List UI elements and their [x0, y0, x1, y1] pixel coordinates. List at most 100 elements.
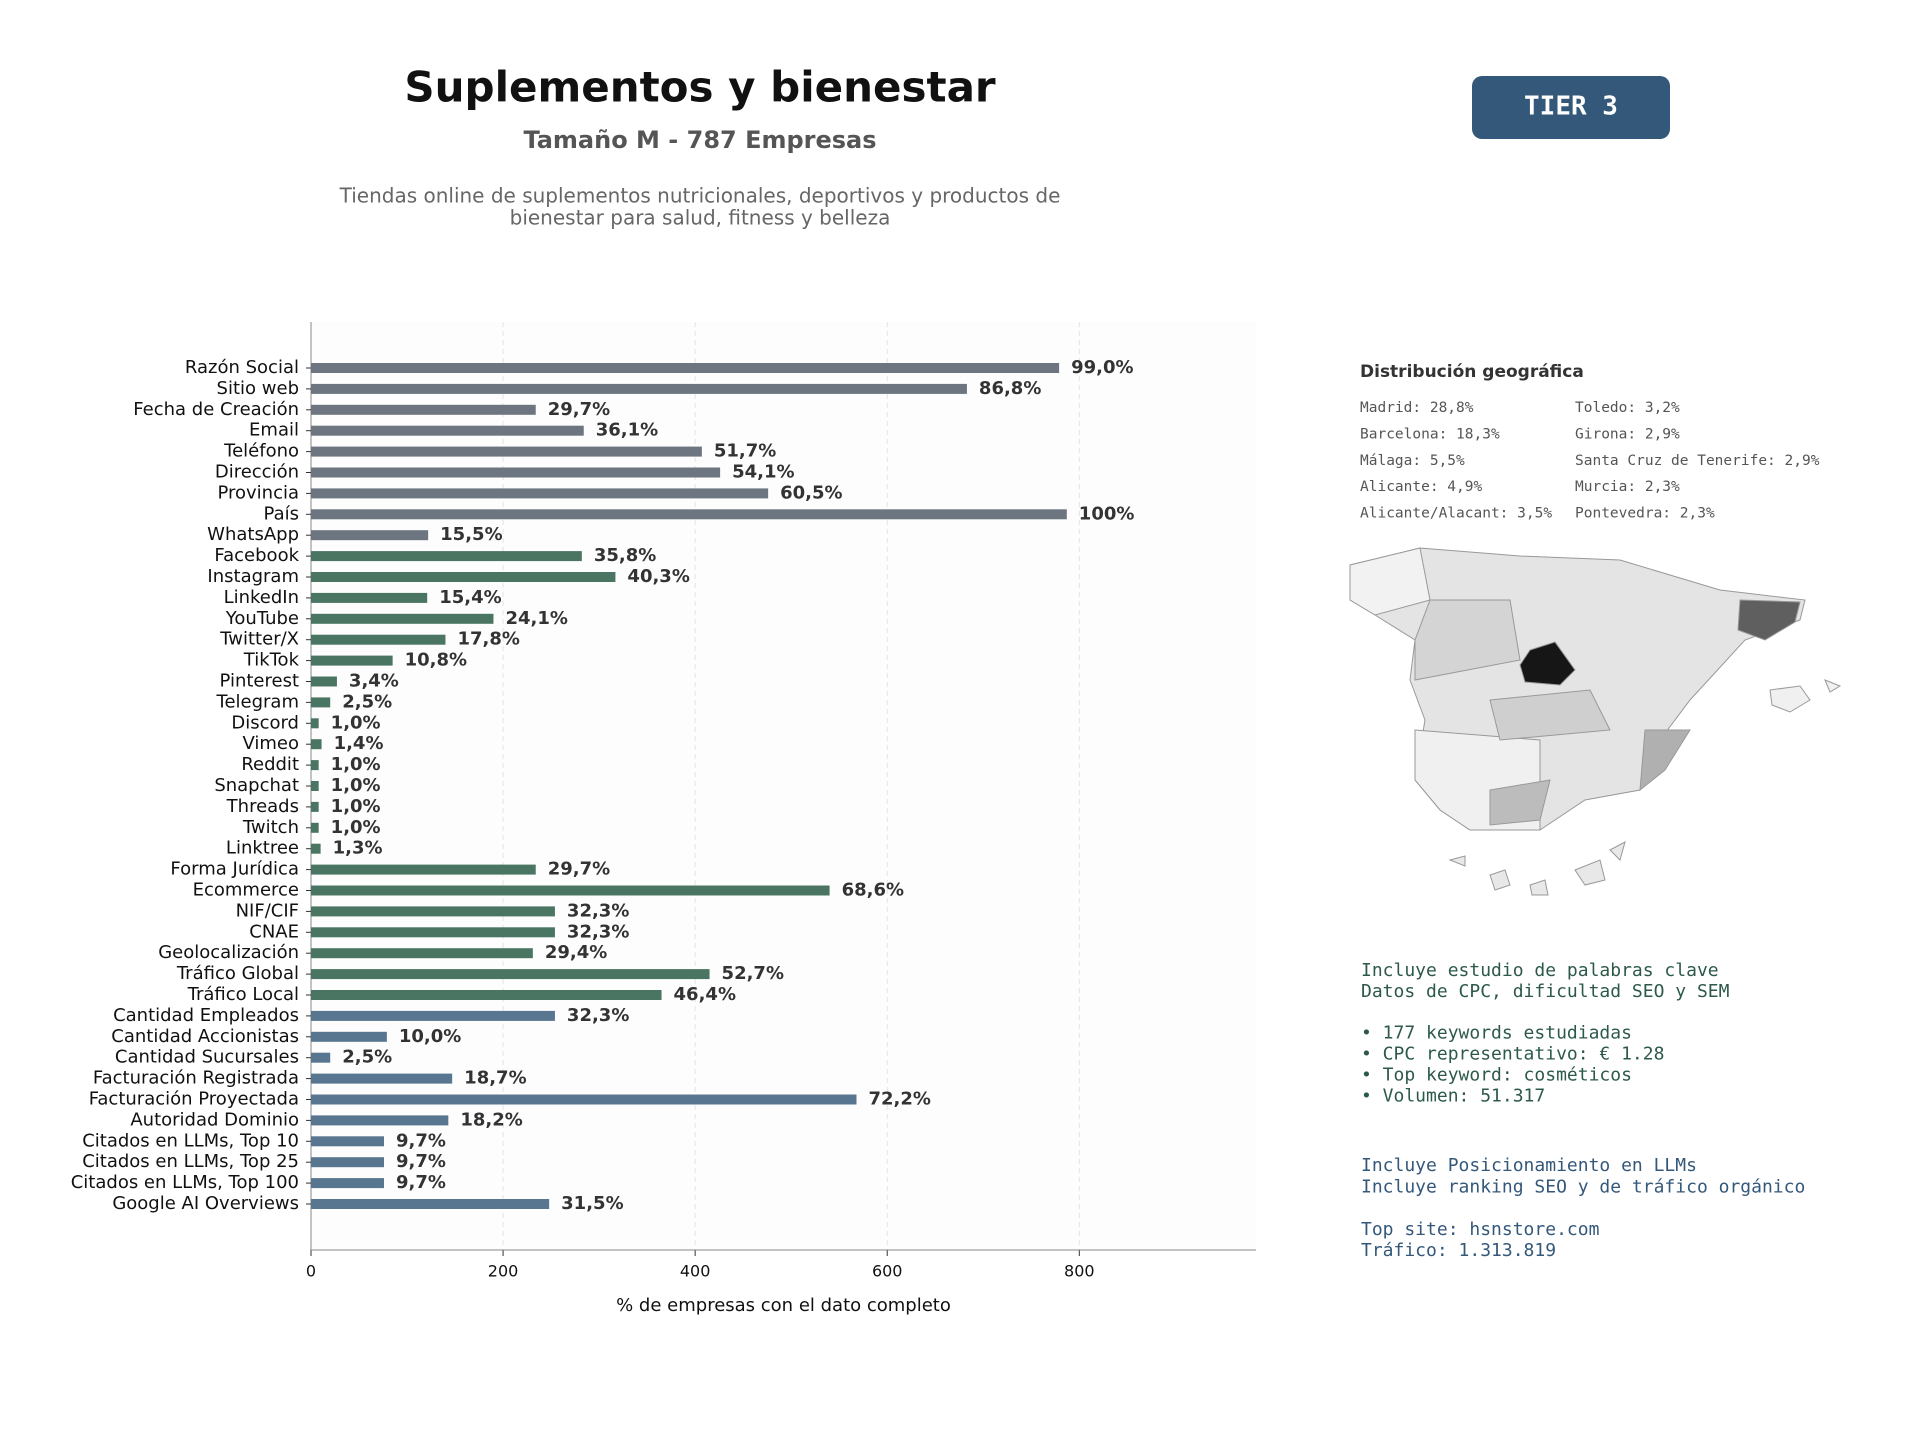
bar [311, 990, 662, 1000]
y-tick-label: Teléfono [223, 441, 299, 462]
y-tick-label: Email [249, 420, 299, 441]
x-axis-label: % de empresas con el dato completo [616, 1295, 951, 1316]
bar [311, 843, 321, 854]
y-tick-label: Ecommerce [193, 880, 299, 901]
value-label: 9,7% [396, 1151, 446, 1172]
y-tick-label: LinkedIn [224, 587, 299, 608]
bar [311, 864, 536, 875]
note-text: Incluye ranking SEO y de tráfico orgánic… [1361, 1176, 1805, 1197]
bar [311, 404, 536, 415]
y-tick-label: Discord [231, 712, 299, 733]
value-label: 36,1% [596, 420, 658, 441]
y-tick-label: Instagram [207, 566, 299, 587]
note-text: Datos de CPC, dificultad SEO y SEM [1361, 981, 1730, 1002]
title: Suplementos y bienestar [404, 63, 996, 112]
y-tick-label: Cantidad Empleados [113, 1005, 299, 1026]
y-tick-label: Sitio web [217, 378, 299, 399]
value-label: 86,8% [979, 378, 1041, 399]
value-label: 17,8% [457, 629, 519, 650]
map-islands [1769, 685, 1811, 713]
y-tick-label: País [264, 503, 299, 524]
badge [1472, 76, 1670, 139]
value-label: 1,0% [331, 754, 381, 775]
value-label: 35,8% [594, 545, 656, 566]
value-label: 99,0% [1071, 357, 1133, 378]
y-tick-label: Reddit [241, 754, 299, 775]
bar [311, 446, 702, 457]
y-tick-label: Facebook [214, 545, 299, 566]
note-text: • CPC representativo: € 1.28 [1361, 1044, 1664, 1065]
bar [311, 948, 533, 959]
value-label: 1,0% [331, 775, 381, 796]
bar [311, 739, 322, 750]
bar [311, 1010, 555, 1021]
y-tick-label: Twitch [242, 817, 299, 838]
bar [311, 781, 319, 791]
note-text: • Volumen: 51.317 [1361, 1085, 1545, 1106]
y-tick-label: CNAE [249, 921, 299, 942]
description: Tiendas online de suplementos nutriciona… [339, 184, 1061, 208]
bar [311, 885, 830, 896]
bar [311, 572, 616, 582]
value-label: 10,8% [405, 650, 467, 671]
map-islands [1824, 679, 1842, 693]
badge-text: TIER 3 [1524, 92, 1618, 122]
geo-entry: Alicante: 4,9% [1360, 479, 1482, 495]
map-madrid [1519, 641, 1576, 686]
value-label: 1,0% [331, 796, 381, 817]
value-label: 29,7% [548, 399, 610, 420]
value-label: 72,2% [868, 1089, 930, 1110]
bar [311, 927, 555, 938]
bar [311, 760, 319, 771]
description: bienestar para salud, fitness y belleza [510, 206, 891, 230]
value-label: 52,7% [722, 963, 784, 984]
geo-entry: Málaga: 5,5% [1360, 453, 1465, 469]
y-tick-label: Dirección [215, 462, 299, 483]
x-tick-label: 400 [680, 1262, 711, 1281]
bar [311, 425, 584, 436]
x-tick-label: 200 [488, 1262, 519, 1281]
value-label: 32,3% [567, 921, 629, 942]
bar [311, 1073, 453, 1084]
value-label: 1,0% [331, 712, 381, 733]
map-region [1414, 599, 1521, 681]
bar [311, 655, 393, 666]
bar [311, 906, 555, 917]
y-tick-label: Google AI Overviews [112, 1193, 299, 1214]
y-tick-label: Citados en LLMs, Top 100 [71, 1172, 299, 1193]
y-tick-label: Geolocalización [158, 942, 299, 963]
geo-entry: Toledo: 3,2% [1575, 400, 1680, 416]
y-tick-label: Threads [226, 796, 299, 817]
value-label: 10,0% [399, 1026, 461, 1047]
x-tick-label: 800 [1064, 1262, 1095, 1281]
y-tick-label: Twitter/X [219, 629, 299, 650]
note-text: Tráfico: 1.313.819 [1361, 1240, 1556, 1261]
value-label: 100% [1079, 503, 1135, 524]
bar [311, 592, 428, 603]
map-region [1639, 729, 1691, 792]
x-tick-label: 0 [306, 1262, 316, 1281]
value-label: 15,4% [439, 587, 501, 608]
bar [311, 1052, 331, 1063]
value-label: 29,7% [548, 859, 610, 880]
y-tick-label: WhatsApp [207, 524, 299, 545]
y-tick-label: Telegram [216, 691, 299, 712]
geo-title: Distribución geográfica [1360, 362, 1584, 382]
note-text: Incluye Posicionamiento en LLMs [1361, 1155, 1697, 1176]
bar [311, 467, 721, 478]
map-region [1349, 547, 1431, 616]
value-label: 32,3% [567, 1005, 629, 1026]
y-tick-label: Tráfico Global [176, 963, 299, 984]
map [1349, 547, 1842, 896]
geo-entry: Barcelona: 18,3% [1360, 426, 1500, 442]
y-tick-label: Pinterest [219, 671, 299, 692]
bar [311, 676, 337, 687]
geo-entry: Madrid: 28,8% [1360, 400, 1474, 416]
value-label: 51,7% [714, 441, 776, 462]
bar [311, 1031, 387, 1042]
bar [311, 613, 494, 624]
y-tick-label: Linktree [226, 838, 299, 859]
bar [311, 969, 710, 980]
geo-entry: Alicante/Alacant: 3,5% [1360, 506, 1552, 522]
